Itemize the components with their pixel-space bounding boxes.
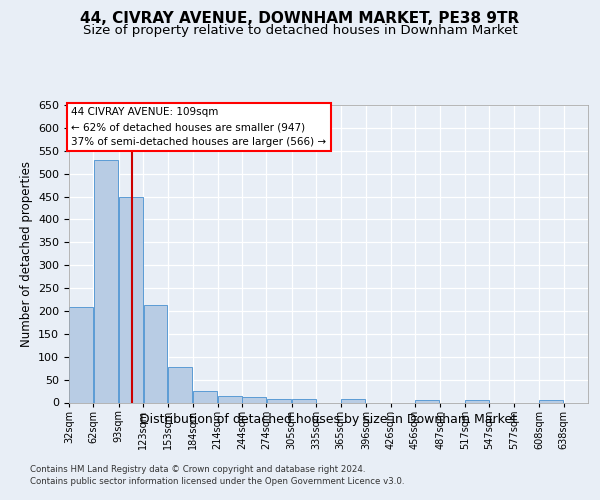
Bar <box>119 196 143 402</box>
Bar <box>168 367 192 402</box>
Text: Contains HM Land Registry data © Crown copyright and database right 2024.: Contains HM Land Registry data © Crown c… <box>30 465 365 474</box>
Y-axis label: Number of detached properties: Number of detached properties <box>20 161 32 347</box>
Bar <box>70 308 93 402</box>
Bar <box>143 305 167 402</box>
Bar <box>218 396 242 402</box>
Bar <box>292 399 316 402</box>
Bar <box>539 400 563 402</box>
Bar <box>267 399 290 402</box>
Bar <box>465 400 489 402</box>
Bar <box>193 390 217 402</box>
Text: Size of property relative to detached houses in Downham Market: Size of property relative to detached ho… <box>83 24 517 37</box>
Text: 44, CIVRAY AVENUE, DOWNHAM MARKET, PE38 9TR: 44, CIVRAY AVENUE, DOWNHAM MARKET, PE38 … <box>80 11 520 26</box>
Bar <box>94 160 118 402</box>
Text: Distribution of detached houses by size in Downham Market: Distribution of detached houses by size … <box>140 412 517 426</box>
Text: 44 CIVRAY AVENUE: 109sqm
← 62% of detached houses are smaller (947)
37% of semi-: 44 CIVRAY AVENUE: 109sqm ← 62% of detach… <box>71 108 326 147</box>
Bar <box>242 397 266 402</box>
Bar <box>341 399 365 402</box>
Text: Contains public sector information licensed under the Open Government Licence v3: Contains public sector information licen… <box>30 478 404 486</box>
Bar <box>415 400 439 402</box>
